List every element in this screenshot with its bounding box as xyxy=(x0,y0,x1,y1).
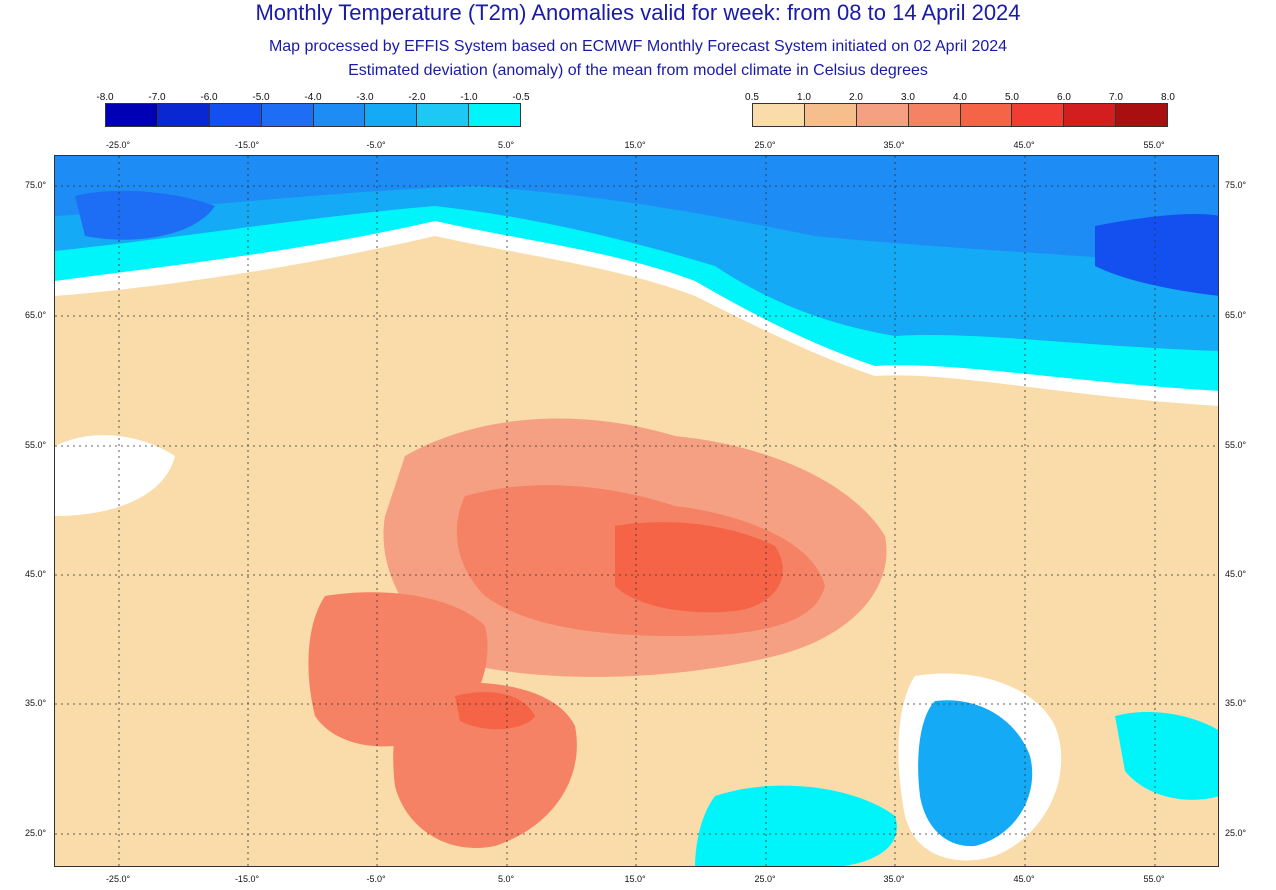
lon-tick-label: 25.0° xyxy=(754,140,776,150)
colorbar-label: 3.0 xyxy=(901,92,915,103)
cbar-pos-segment xyxy=(856,104,909,126)
anomaly-map-svg xyxy=(55,156,1218,866)
region-anomaly-red xyxy=(615,522,783,613)
lon-tick-label: 55.0° xyxy=(1143,874,1165,884)
lat-tick-label: 25.0° xyxy=(1225,828,1247,838)
lon-tick-label: 15.0° xyxy=(624,140,646,150)
lat-tick-label: 45.0° xyxy=(25,569,47,579)
region-neutral-atlantic xyxy=(55,435,175,516)
anomaly-map xyxy=(54,155,1219,867)
colorbar-label: 0.5 xyxy=(745,92,759,103)
cbar-pos-segment xyxy=(1064,104,1117,126)
colorbar-label: -7.0 xyxy=(148,92,166,103)
lon-tick-label: 55.0° xyxy=(1143,140,1165,150)
lon-tick-label: 45.0° xyxy=(1013,874,1035,884)
cbar-neg-segment xyxy=(469,104,520,126)
lon-tick-label: -5.0° xyxy=(366,874,386,884)
lon-tick-label: 5.0° xyxy=(497,874,515,884)
colorbar-negative xyxy=(105,103,521,127)
lat-tick-label: 25.0° xyxy=(25,828,47,838)
lat-tick-label: 75.0° xyxy=(25,180,47,190)
lat-tick-label: 65.0° xyxy=(25,310,47,320)
lat-tick-label: 65.0° xyxy=(1225,310,1247,320)
lat-tick-label: 35.0° xyxy=(1225,698,1247,708)
region-anomaly-atlas xyxy=(455,692,535,730)
region-anomaly-midblue xyxy=(55,156,1218,266)
cbar-pos-segment xyxy=(1116,104,1167,126)
lon-tick-label: 15.0° xyxy=(624,874,646,884)
region-anomaly-arabia-blue xyxy=(918,700,1033,847)
cbar-neg-segment xyxy=(417,104,470,126)
region-anomaly-iran-cyan xyxy=(1115,711,1218,800)
cbar-pos-segment xyxy=(1012,104,1065,126)
lat-tick-label: 35.0° xyxy=(25,698,47,708)
colorbar-label: 6.0 xyxy=(1057,92,1071,103)
lat-tick-label: 75.0° xyxy=(1225,180,1247,190)
lon-tick-label: 5.0° xyxy=(497,140,515,150)
colorbar-label: -3.0 xyxy=(356,92,374,103)
map-subtitle-processing: Map processed by EFFIS System based on E… xyxy=(268,38,1008,55)
region-anomaly-deepblue-east xyxy=(1095,214,1218,296)
lon-tick-label: 25.0° xyxy=(754,874,776,884)
region-anomaly-blue-west xyxy=(75,190,215,240)
lon-tick-label: -15.0° xyxy=(234,874,260,884)
lon-tick-label: 35.0° xyxy=(883,874,905,884)
lon-tick-label: -5.0° xyxy=(366,140,386,150)
cbar-pos-segment xyxy=(908,104,961,126)
cbar-neg-segment xyxy=(209,104,262,126)
cbar-neg-segment xyxy=(261,104,314,126)
map-gridlines xyxy=(55,156,1218,866)
colorbar-label: -8.0 xyxy=(96,92,114,103)
colorbar-label: 7.0 xyxy=(1109,92,1123,103)
colorbar-label: 5.0 xyxy=(1005,92,1019,103)
cbar-neg-segment xyxy=(313,104,366,126)
colorbar-label: -0.5 xyxy=(512,92,530,103)
cbar-neg-segment xyxy=(106,104,158,126)
colorbar-label: 2.0 xyxy=(849,92,863,103)
lat-tick-label: 45.0° xyxy=(1225,569,1247,579)
colorbar-label: -5.0 xyxy=(252,92,270,103)
cbar-pos-segment xyxy=(960,104,1013,126)
lon-tick-label: -25.0° xyxy=(105,140,131,150)
map-title: Monthly Temperature (T2m) Anomalies vali… xyxy=(255,0,1021,25)
map-subtitle-units: Estimated deviation (anomaly) of the mea… xyxy=(348,62,928,79)
cbar-neg-segment xyxy=(365,104,418,126)
colorbar-label: -6.0 xyxy=(200,92,218,103)
lon-tick-label: -15.0° xyxy=(234,140,260,150)
colorbar-positive xyxy=(752,103,1168,127)
colorbar-label: -2.0 xyxy=(408,92,426,103)
lat-tick-label: 55.0° xyxy=(25,440,47,450)
cbar-neg-segment xyxy=(157,104,210,126)
lon-tick-label: 45.0° xyxy=(1013,140,1035,150)
region-anomaly-egypt-cyan xyxy=(695,785,897,866)
colorbar-label: 4.0 xyxy=(953,92,967,103)
cbar-pos-segment xyxy=(804,104,857,126)
colorbar-label: 1.0 xyxy=(797,92,811,103)
region-anomaly-north-africa xyxy=(393,682,577,848)
lon-tick-label: 35.0° xyxy=(883,140,905,150)
colorbar-label: -4.0 xyxy=(304,92,322,103)
colorbar-label: 8.0 xyxy=(1161,92,1175,103)
lat-tick-label: 55.0° xyxy=(1225,440,1247,450)
cbar-pos-segment xyxy=(753,104,805,126)
lon-tick-label: -25.0° xyxy=(105,874,131,884)
colorbar-label: -1.0 xyxy=(460,92,478,103)
